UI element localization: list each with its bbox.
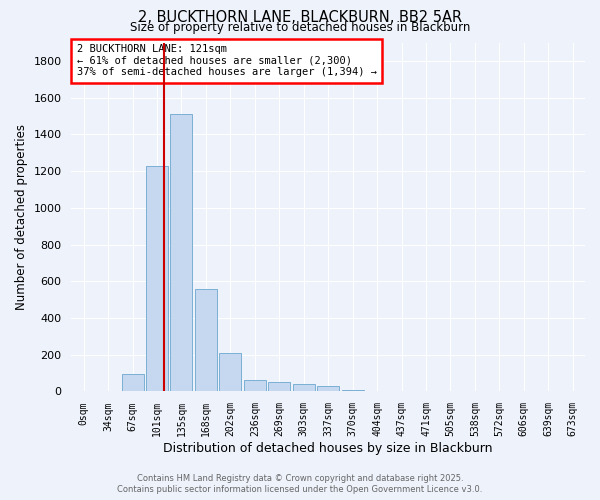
Bar: [122, 374, 143, 392]
X-axis label: Distribution of detached houses by size in Blackburn: Distribution of detached houses by size …: [163, 442, 493, 455]
Bar: [244, 380, 266, 392]
Bar: [317, 386, 339, 392]
Bar: [220, 353, 241, 392]
Bar: [195, 288, 217, 392]
Bar: [293, 384, 315, 392]
Bar: [268, 382, 290, 392]
Text: Size of property relative to detached houses in Blackburn: Size of property relative to detached ho…: [130, 21, 470, 34]
Bar: [366, 390, 388, 392]
Text: Contains HM Land Registry data © Crown copyright and database right 2025.
Contai: Contains HM Land Registry data © Crown c…: [118, 474, 482, 494]
Text: 2, BUCKTHORN LANE, BLACKBURN, BB2 5AR: 2, BUCKTHORN LANE, BLACKBURN, BB2 5AR: [138, 10, 462, 25]
Text: 2 BUCKTHORN LANE: 121sqm
← 61% of detached houses are smaller (2,300)
37% of sem: 2 BUCKTHORN LANE: 121sqm ← 61% of detach…: [77, 44, 377, 78]
Bar: [341, 390, 364, 392]
Bar: [146, 166, 168, 392]
Y-axis label: Number of detached properties: Number of detached properties: [15, 124, 28, 310]
Bar: [170, 114, 193, 392]
